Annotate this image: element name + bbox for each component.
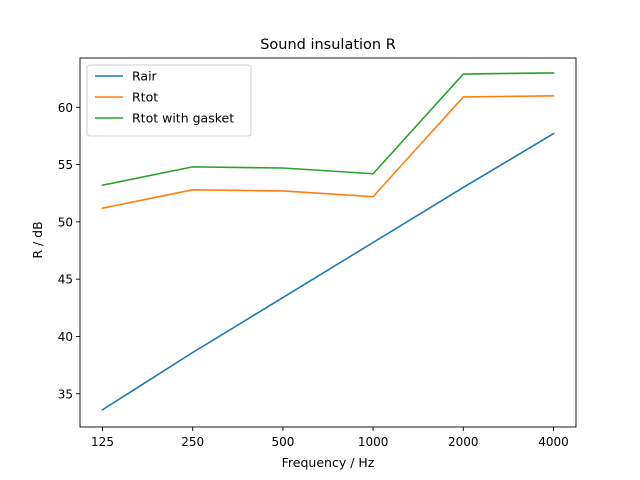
axes (79, 57, 577, 428)
x-tick-label: 4000 (538, 435, 569, 449)
series-line-1 (101, 132, 555, 411)
series-line-3 (101, 72, 555, 187)
x-tick-label: 250 (181, 435, 204, 449)
series-line-2 (101, 95, 555, 210)
y-tick-label: 45 (58, 273, 73, 287)
x-tick-label: 2000 (448, 435, 479, 449)
x-tick-label: 500 (271, 435, 294, 449)
axes-frame (79, 57, 577, 428)
y-axis-label: R / dB (30, 221, 45, 258)
y-tick-label: 50 (58, 215, 73, 229)
legend-label-2: Rtot (132, 90, 158, 105)
ticks: 125 250 500 1000 2000 4000 35 40 45 50 55 60 (58, 101, 569, 449)
x-tick-label: 125 (91, 435, 114, 449)
legend-label-1: Rair (132, 69, 158, 84)
x-tick-label: 1000 (358, 435, 389, 449)
legend-label-3: Rtot with gasket (132, 111, 234, 126)
y-tick-label: 60 (58, 101, 73, 115)
x-axis-label: Frequency / Hz (282, 455, 375, 470)
legend-box (86, 64, 252, 137)
chart-title: Sound insulation R (260, 37, 396, 53)
y-tick-label: 40 (58, 330, 73, 344)
y-tick-label: 55 (58, 158, 73, 172)
legend: Rair Rtot Rtot with gasket (86, 64, 252, 137)
series-lines (101, 72, 555, 411)
y-tick-label: 35 (58, 387, 73, 401)
